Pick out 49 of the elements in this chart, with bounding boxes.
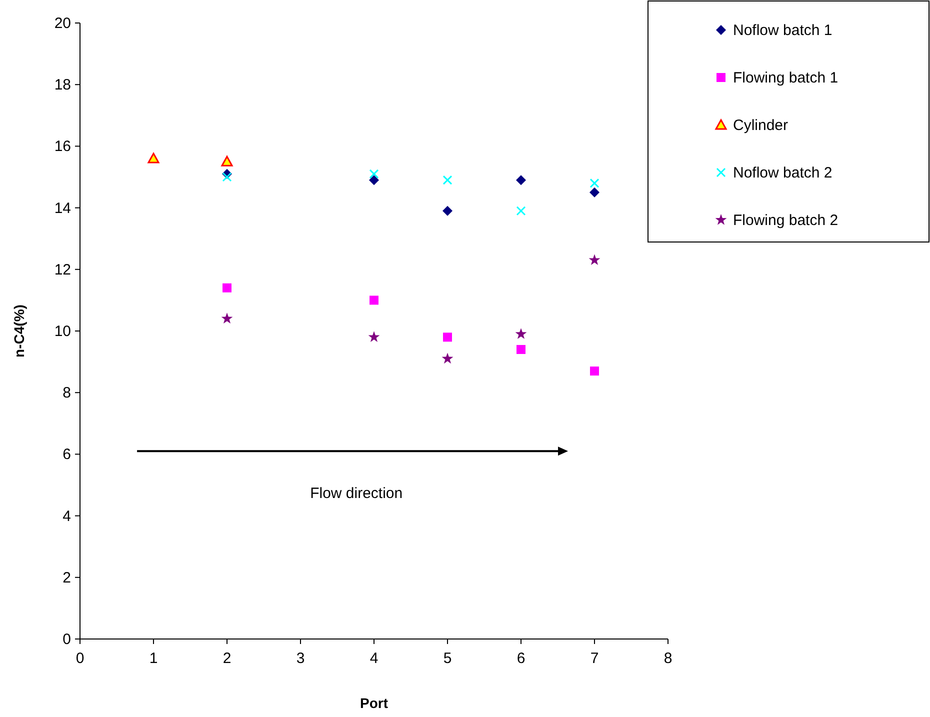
legend-label: Noflow batch 1	[733, 22, 832, 39]
x-axis-title: Port	[360, 695, 388, 711]
x-tick-label: 2	[222, 650, 232, 667]
point	[590, 366, 599, 376]
point	[515, 328, 527, 339]
x-tick-label: 0	[76, 650, 84, 667]
point	[590, 178, 600, 188]
x-tick-label: 3	[296, 650, 305, 667]
x-tick-label: 1	[149, 650, 158, 667]
y-axis-title: n-C4(%)	[11, 304, 27, 358]
y-tick-label: 12	[54, 261, 71, 278]
point	[221, 312, 233, 324]
y-tick-label: 6	[62, 446, 71, 464]
legend-label: Flowing batch 2	[733, 212, 838, 229]
y-tick-label: 2	[62, 569, 71, 586]
y-tick-label: 8	[62, 384, 71, 402]
point	[443, 332, 452, 342]
y-tick-label: 18	[54, 76, 71, 94]
point	[148, 152, 160, 164]
point	[368, 331, 380, 342]
y-tick-label: 14	[54, 200, 71, 217]
point	[442, 352, 454, 364]
x-tick-label: 8	[664, 650, 672, 667]
y-tick-label: 16	[54, 138, 71, 156]
point	[516, 206, 526, 216]
point	[442, 175, 452, 185]
x-tick-label: 5	[443, 650, 452, 667]
point	[370, 296, 378, 305]
x-tick-label: 4	[370, 650, 378, 667]
x-tick-label: 6	[516, 650, 526, 667]
legend-label: Flowing batch 1	[733, 70, 838, 86]
legend-label: Noflow batch 2	[733, 164, 832, 182]
point	[369, 175, 379, 186]
y-tick-label: 20	[54, 15, 71, 32]
point	[516, 344, 526, 354]
y-tick-label: 10	[54, 323, 71, 340]
point	[516, 175, 526, 186]
point	[588, 254, 600, 266]
legend-label: Cylinder	[733, 117, 788, 134]
point	[222, 283, 232, 292]
y-tick-label: 4	[62, 508, 71, 525]
point	[221, 156, 233, 166]
y-tick-label: 0	[62, 631, 71, 648]
annotation: Flow direction	[310, 485, 403, 502]
x-tick-label: 7	[590, 650, 599, 667]
point	[369, 169, 379, 179]
point	[442, 206, 452, 216]
point	[222, 172, 232, 182]
point	[590, 187, 600, 198]
